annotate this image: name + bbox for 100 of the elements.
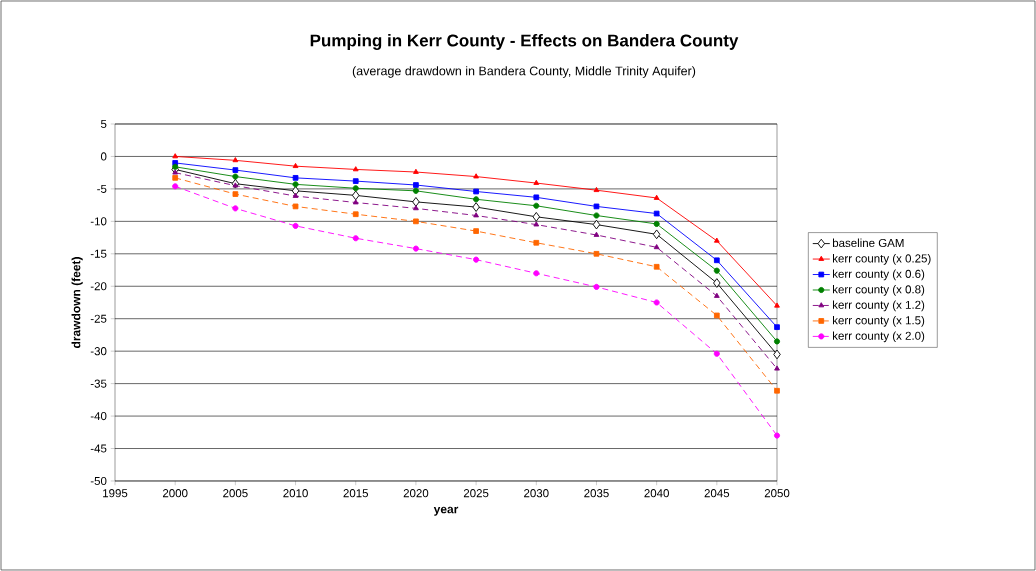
point <box>533 221 540 227</box>
point <box>533 202 540 209</box>
point <box>232 173 239 180</box>
x-tick-label: 2005 <box>223 489 248 498</box>
point <box>713 292 720 298</box>
point <box>172 163 179 170</box>
point <box>774 302 780 308</box>
point <box>652 229 661 240</box>
x-tick-label: 2025 <box>463 489 489 498</box>
point <box>413 205 419 211</box>
point <box>292 203 299 210</box>
point <box>653 244 660 250</box>
point <box>593 250 600 257</box>
point <box>413 168 419 174</box>
point <box>774 365 780 371</box>
y-tick-label: -25 <box>90 314 107 323</box>
point <box>352 235 359 242</box>
point <box>352 199 359 205</box>
point <box>172 153 179 159</box>
x-tick-label: 2000 <box>162 489 188 498</box>
point <box>412 245 419 252</box>
point <box>292 192 299 198</box>
point <box>473 212 479 218</box>
point <box>172 183 179 190</box>
x-tick-label: 2020 <box>403 489 429 498</box>
point <box>352 190 360 201</box>
point <box>774 324 780 330</box>
point <box>593 203 600 210</box>
y-tick-label: -40 <box>90 412 107 421</box>
point <box>292 222 299 229</box>
x-axis-title: year <box>433 506 459 516</box>
point <box>352 211 359 218</box>
point <box>172 169 179 175</box>
point <box>232 205 239 212</box>
legend-label: kerr county (x 0.25) <box>833 254 931 265</box>
y-tick-label: -35 <box>90 379 107 388</box>
chart-title: Pumping in Kerr County - Effects on Bandera County <box>310 34 739 50</box>
point <box>773 338 781 345</box>
x-tick-label: 2050 <box>764 489 790 498</box>
y-tick-label: -5 <box>97 184 107 193</box>
y-tick-label: 5 <box>100 119 107 128</box>
y-tick-label: -10 <box>90 217 107 226</box>
point <box>352 166 359 172</box>
point <box>713 257 720 264</box>
point <box>232 191 239 197</box>
point <box>291 186 300 196</box>
point <box>473 256 480 263</box>
legend-label: baseline GAM <box>832 238 904 248</box>
point <box>773 432 781 439</box>
x-tick-label: 2010 <box>283 489 308 498</box>
point <box>412 187 419 194</box>
y-tick-label: -50 <box>90 476 107 486</box>
point <box>713 278 721 288</box>
x-tick-label: 2035 <box>584 489 609 498</box>
point <box>232 182 239 188</box>
point <box>653 220 660 227</box>
point <box>593 283 600 290</box>
point <box>412 197 420 207</box>
point <box>593 231 600 237</box>
point <box>473 196 480 203</box>
y-axis-title: drawdown (feet) <box>71 257 83 348</box>
point <box>292 175 299 181</box>
point <box>413 218 419 225</box>
legend-label: kerr county (x 1.5) <box>833 315 925 327</box>
point <box>653 299 660 306</box>
point <box>232 157 239 163</box>
point <box>473 228 479 234</box>
y-tick-label: -20 <box>90 282 107 291</box>
point <box>592 219 601 230</box>
point <box>232 167 239 173</box>
point <box>653 210 660 217</box>
y-tick-label: -45 <box>90 444 107 453</box>
chart-subtitle: (average drawdown in Bandera County, Middle Trinity Aquifer) <box>352 66 696 78</box>
point <box>473 188 479 195</box>
point <box>172 175 179 181</box>
point <box>533 270 540 277</box>
point <box>472 202 480 212</box>
point <box>593 186 600 193</box>
point <box>774 387 780 394</box>
y-tick-label: 0 <box>100 152 107 161</box>
point <box>413 182 419 188</box>
point <box>473 173 479 179</box>
point <box>533 194 540 201</box>
point <box>352 178 359 184</box>
point <box>653 263 660 270</box>
y-tick-label: -15 <box>90 249 107 258</box>
y-tick-label: -30 <box>90 347 107 356</box>
point <box>292 162 299 169</box>
point <box>773 349 781 360</box>
point <box>532 211 541 222</box>
x-tick-label: 2030 <box>524 489 549 498</box>
legend-label: kerr county (x 0.8) <box>833 285 925 296</box>
x-tick-label: 2040 <box>644 489 669 498</box>
x-tick-label: 2045 <box>704 489 730 498</box>
legend-label: kerr county (x 1.2) <box>833 300 925 312</box>
point <box>352 185 359 192</box>
point <box>653 194 660 200</box>
point <box>593 212 600 219</box>
point <box>533 239 540 246</box>
x-tick-label: 1995 <box>103 489 128 498</box>
